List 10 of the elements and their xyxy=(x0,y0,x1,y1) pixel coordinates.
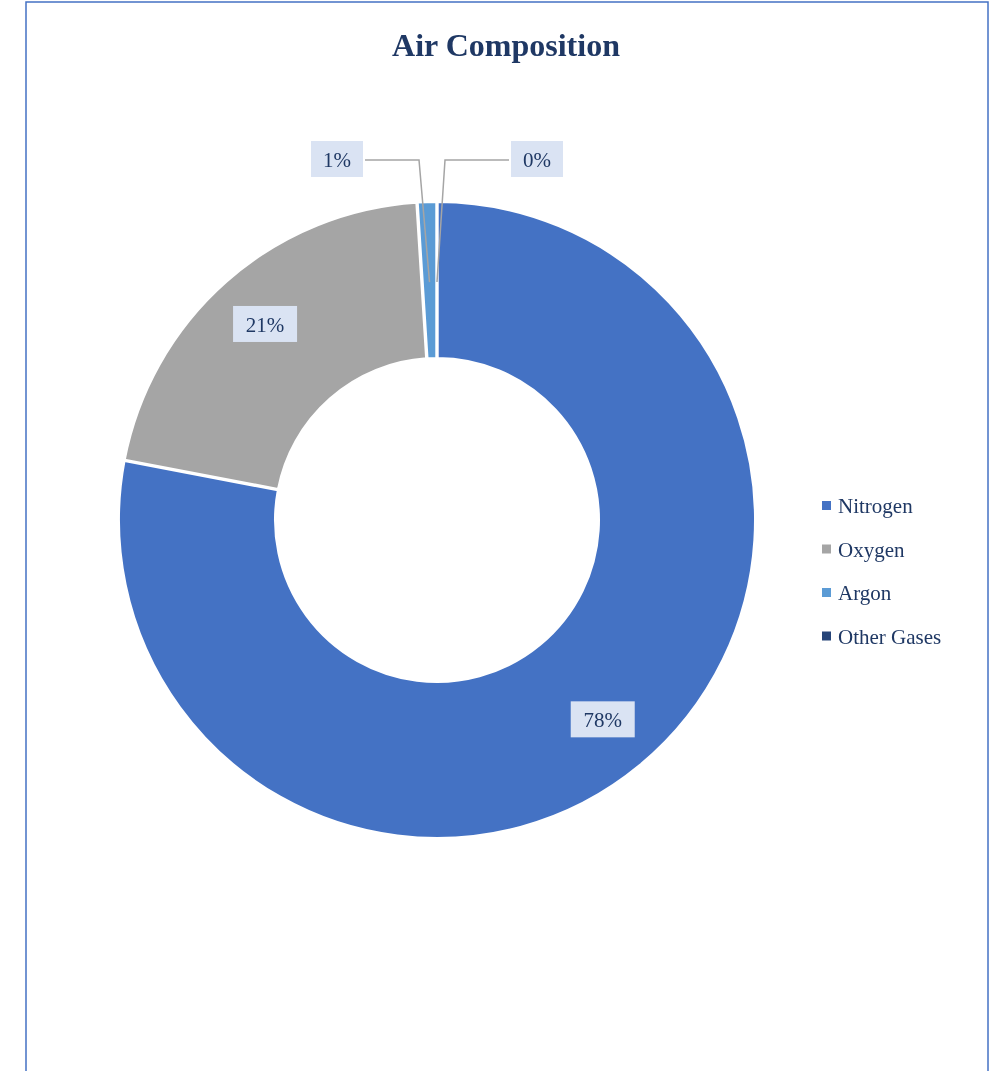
legend-label: Other Gases xyxy=(838,624,942,649)
legend-label: Nitrogen xyxy=(838,494,914,518)
legend-label: Argon xyxy=(838,581,892,605)
data-label: 21% xyxy=(245,312,285,337)
data-label: 78% xyxy=(583,708,622,733)
donut-slice xyxy=(118,201,756,839)
legend-label: Oxygen xyxy=(838,537,905,562)
data-label: 1% xyxy=(323,148,351,172)
chart-title: Air Composition xyxy=(392,27,621,63)
text: 0% xyxy=(523,148,551,172)
